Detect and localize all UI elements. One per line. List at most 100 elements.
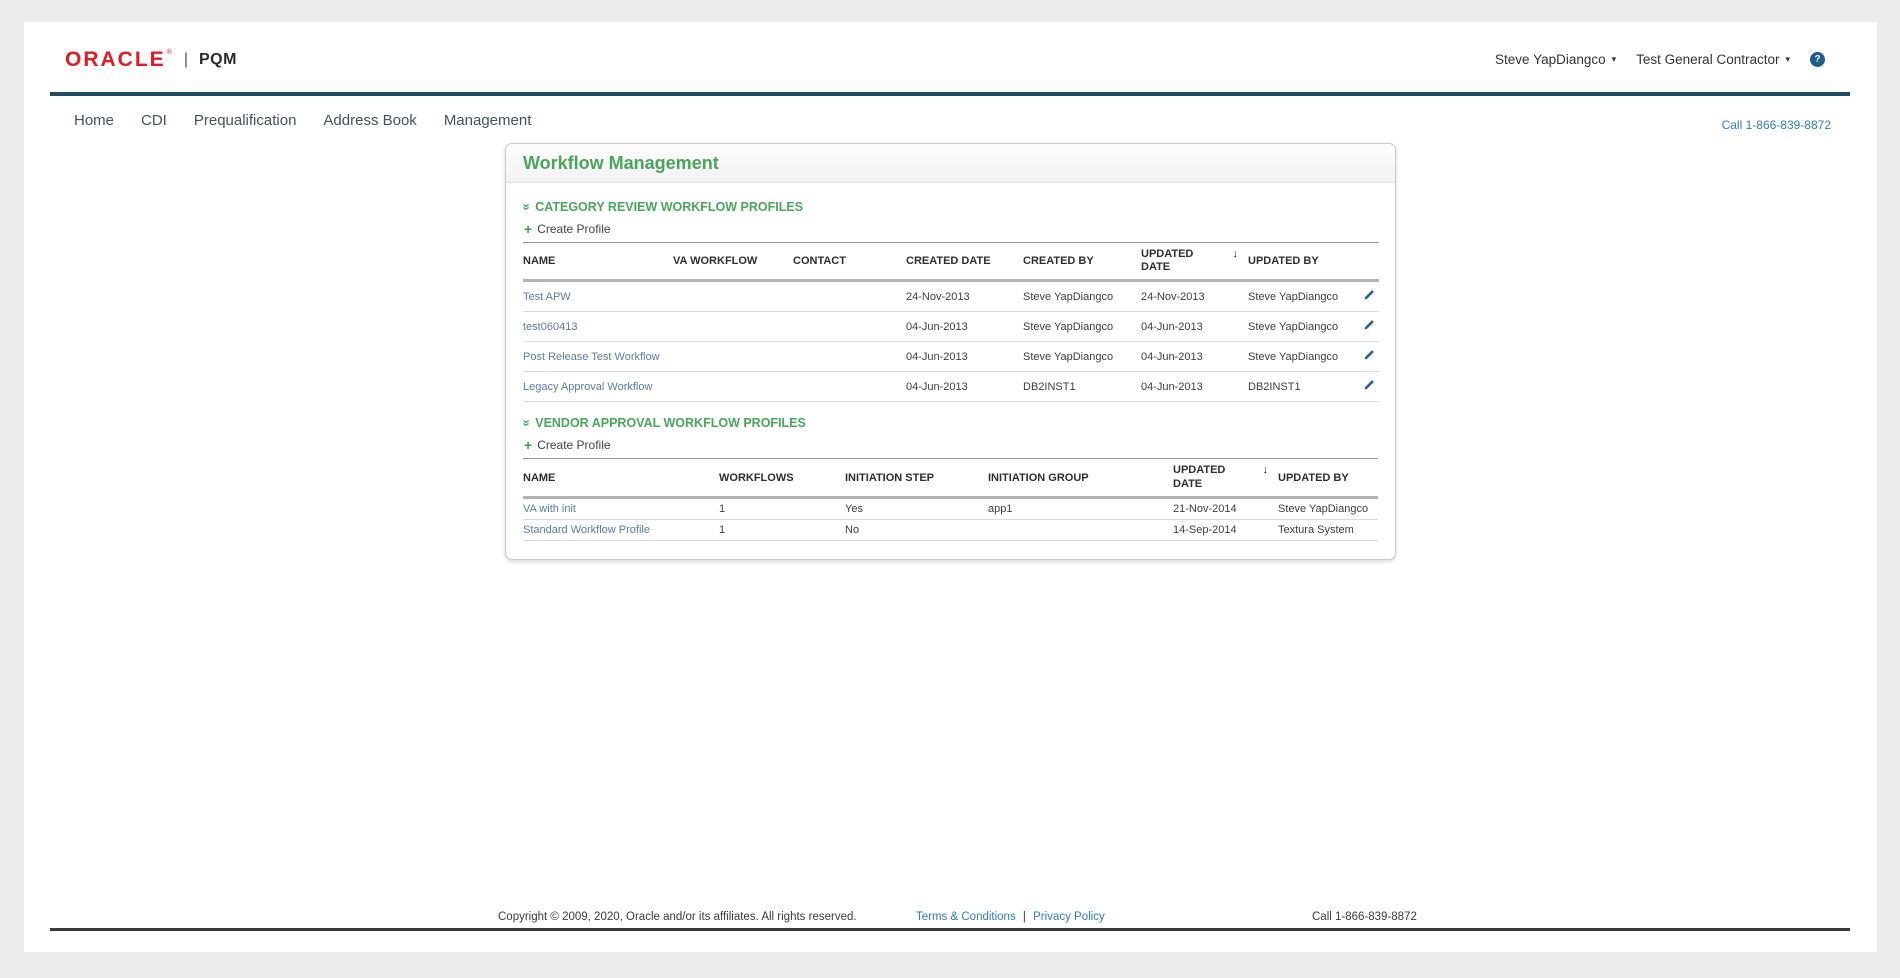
col-header-updated-by[interactable]: UPDATED BY [1278, 458, 1378, 499]
profile-name-link[interactable]: VA with init [523, 502, 576, 515]
profile-name-link[interactable]: Post Release Test Workflow [523, 350, 660, 363]
edit-icon[interactable] [1363, 379, 1375, 394]
edit-icon[interactable] [1363, 289, 1375, 304]
chevron-down-icon: ▾ [1611, 54, 1617, 64]
cell-initiation-step: Yes [845, 497, 988, 520]
chevron-down-icon: ▾ [1785, 54, 1790, 64]
cell-initiation-step: No [845, 519, 988, 541]
terms-link[interactable]: Terms & Conditions [916, 911, 1016, 923]
col-header-updated-by[interactable]: UPDATED BY [1248, 241, 1353, 283]
col-header-created-by[interactable]: CREATED BY [1023, 241, 1141, 283]
organization-menu-label: Test General Contractor [1636, 52, 1780, 67]
col-header-initiation-step[interactable]: INITIATION STEP [845, 458, 988, 499]
cell-created-date: 04-Jun-2013 [906, 311, 1023, 343]
cell-contact [793, 280, 906, 313]
collapse-chevron-icon: » [519, 419, 535, 427]
table-row: Legacy Approval Workflow 04-Jun-2013 DB2… [523, 371, 1379, 403]
profile-name-link[interactable]: test060413 [523, 320, 578, 333]
cell-created-by: DB2INST1 [1023, 371, 1141, 403]
nav-item-address-book[interactable]: Address Book [323, 112, 417, 129]
vendor-section-heading[interactable]: » VENDOR APPROVAL WORKFLOW PROFILES [519, 416, 1378, 431]
table-header-row: NAME VA WORKFLOW CONTACT CREATED DATE CR… [523, 241, 1379, 283]
vendor-section-title: VENDOR APPROVAL WORKFLOW PROFILES [535, 416, 806, 431]
col-header-updated-date[interactable]: UPDATED DATE ↓ [1173, 458, 1278, 499]
category-profiles-table: NAME VA WORKFLOW CONTACT CREATED DATE CR… [523, 241, 1379, 403]
cell-updated-by: Steve YapDiangco [1248, 280, 1353, 313]
cell-updated-by: Steve YapDiangco [1248, 311, 1353, 343]
phone-link[interactable]: Call 1-866-839-8872 [1721, 118, 1831, 132]
registered-mark-icon: ® [166, 49, 172, 56]
cell-updated-date: 24-Nov-2013 [1141, 280, 1248, 313]
profile-name-link[interactable]: Legacy Approval Workflow [523, 380, 653, 393]
oracle-logo: ORACLE [65, 48, 166, 71]
main-nav: Home CDI Prequalification Address Book M… [74, 112, 531, 129]
cell-updated-date: 21-Nov-2014 [1173, 497, 1278, 520]
category-section-heading[interactable]: » CATEGORY REVIEW WORKFLOW PROFILES [519, 200, 1378, 214]
table-header-row: NAME WORKFLOWS INITIATION STEP INITIATIO… [523, 458, 1378, 499]
nav-item-management[interactable]: Management [443, 112, 532, 129]
app-window: ORACLE ® | PQM Steve YapDiangco ▾ Test G… [24, 22, 1877, 952]
sort-descending-icon[interactable]: ↓ [1232, 248, 1239, 260]
table-row: Test APW 24-Nov-2013 Steve YapDiangco 24… [523, 280, 1379, 313]
sort-descending-icon[interactable]: ↓ [1262, 464, 1269, 477]
footer-divider-bar [50, 928, 1850, 931]
create-category-profile-link[interactable]: + Create Profile [524, 222, 1378, 236]
brand: ORACLE ® | PQM [65, 48, 237, 72]
vendor-profiles-table: NAME WORKFLOWS INITIATION STEP INITIATIO… [523, 458, 1378, 541]
help-icon[interactable]: ? [1810, 52, 1825, 67]
cell-updated-date: 04-Jun-2013 [1141, 311, 1248, 343]
cell-updated-by: Steve YapDiangco [1248, 341, 1353, 373]
cell-created-date: 04-Jun-2013 [906, 371, 1023, 403]
cell-created-date: 04-Jun-2013 [906, 341, 1023, 373]
organization-menu[interactable]: Test General Contractor ▾ [1636, 52, 1790, 67]
profile-name-link[interactable]: Standard Workflow Profile [523, 523, 650, 536]
cell-contact [793, 341, 906, 373]
cell-va-workflow [673, 311, 793, 343]
create-vendor-profile-link[interactable]: + Create Profile [524, 438, 1378, 452]
table-row: VA with init 1 Yes app1 21-Nov-2014 Stev… [523, 497, 1378, 520]
edit-icon[interactable] [1363, 349, 1375, 364]
table-row: Standard Workflow Profile 1 No 14-Sep-20… [523, 519, 1378, 541]
footer-phone: Call 1-866-839-8872 [1312, 911, 1417, 923]
cell-updated-date: 04-Jun-2013 [1141, 341, 1248, 373]
workflow-management-panel: Workflow Management » CATEGORY REVIEW WO… [505, 143, 1396, 560]
cell-initiation-group [988, 519, 1173, 541]
privacy-link[interactable]: Privacy Policy [1033, 911, 1105, 923]
profile-name-link[interactable]: Test APW [523, 290, 571, 303]
col-header-initiation-group[interactable]: INITIATION GROUP [988, 458, 1173, 499]
cell-workflows: 1 [719, 519, 845, 541]
col-header-va-workflow[interactable]: VA WORKFLOW [673, 241, 793, 283]
page-title: Workflow Management [506, 144, 1395, 183]
cell-updated-date: 04-Jun-2013 [1141, 371, 1248, 403]
col-header-updated-date[interactable]: UPDATED DATE ↓ [1141, 241, 1248, 283]
user-menu-label: Steve YapDiangco [1495, 52, 1606, 67]
cell-created-by: Steve YapDiangco [1023, 311, 1141, 343]
panel-body: » CATEGORY REVIEW WORKFLOW PROFILES + Cr… [506, 183, 1395, 559]
col-header-name[interactable]: NAME [523, 458, 719, 499]
category-section-title: CATEGORY REVIEW WORKFLOW PROFILES [535, 200, 804, 214]
create-profile-label: Create Profile [537, 222, 611, 236]
cell-created-by: Steve YapDiangco [1023, 280, 1141, 313]
product-name: PQM [199, 51, 237, 68]
cell-initiation-group: app1 [988, 497, 1173, 520]
footer-links: Terms & Conditions | Privacy Policy [916, 911, 1105, 923]
footer-copyright: Copyright © 2009, 2020, Oracle and/or it… [498, 911, 857, 923]
user-menu[interactable]: Steve YapDiangco ▾ [1495, 52, 1616, 67]
nav-item-prequalification[interactable]: Prequalification [193, 112, 297, 129]
col-header-name[interactable]: NAME [523, 241, 673, 283]
cell-created-date: 24-Nov-2013 [906, 280, 1023, 313]
col-header-workflows[interactable]: WORKFLOWS [719, 458, 845, 499]
collapse-chevron-icon: » [519, 203, 535, 211]
nav-item-cdi[interactable]: CDI [141, 112, 167, 129]
cell-va-workflow [673, 280, 793, 313]
plus-icon: + [524, 221, 533, 237]
nav-item-home[interactable]: Home [74, 112, 115, 129]
header-actions: Steve YapDiangco ▾ Test General Contract… [1495, 52, 1825, 67]
edit-icon[interactable] [1363, 319, 1375, 334]
create-profile-label: Create Profile [537, 438, 611, 453]
col-header-created-date[interactable]: CREATED DATE [906, 241, 1023, 283]
header-divider-bar [50, 92, 1850, 96]
brand-divider: | [183, 51, 188, 68]
cell-updated-by: Textura System [1278, 519, 1378, 541]
col-header-contact[interactable]: CONTACT [793, 241, 906, 283]
